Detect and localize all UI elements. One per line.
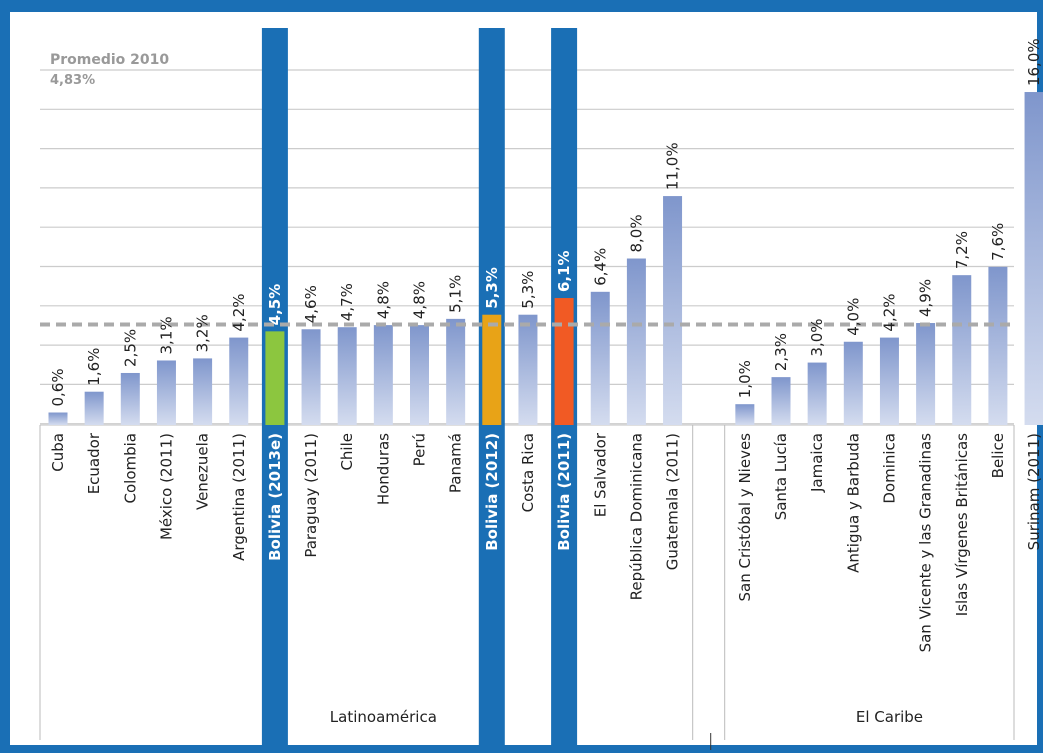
value-label: 11,0% <box>664 142 682 190</box>
value-label: 5,3% <box>483 267 501 309</box>
category-label: Bolivia (2012) <box>483 433 501 551</box>
category-label: San Vicente y las Granadinas <box>917 433 935 653</box>
category-label: Panamá <box>447 433 465 493</box>
value-label: 3,2% <box>194 314 212 352</box>
category-label: Surinam (2011) <box>1025 433 1043 550</box>
bar <box>626 258 646 425</box>
bar <box>590 291 610 425</box>
category-label: Venezuela <box>194 433 212 510</box>
value-label: 6,4% <box>591 248 609 286</box>
bar <box>554 298 574 425</box>
bar <box>916 323 936 425</box>
value-label: 1,6% <box>85 348 103 386</box>
value-label: 6,1% <box>555 250 573 292</box>
bar <box>735 404 755 425</box>
value-label: 3,0% <box>808 318 826 356</box>
bar <box>1024 92 1043 425</box>
bar <box>265 331 285 425</box>
bar <box>843 341 863 425</box>
value-label: 8,0% <box>627 214 645 252</box>
bar <box>771 377 791 425</box>
category-label: República Dominicana <box>627 433 645 600</box>
category-label: Dominica <box>880 433 898 504</box>
category-label: El Salvador <box>591 432 609 517</box>
category-label: San Cristóbal y Nieves <box>736 433 754 602</box>
value-label: 2,3% <box>772 333 790 371</box>
value-label: 5,3% <box>519 271 537 309</box>
value-label: 1,0% <box>736 360 754 398</box>
category-label: Ecuador <box>85 432 103 494</box>
category-label: Paraguay (2011) <box>302 433 320 558</box>
category-label: Costa Rica <box>519 433 537 512</box>
value-label: 4,2% <box>230 293 248 331</box>
value-label: 7,6% <box>989 223 1007 261</box>
value-label: 4,6% <box>302 285 320 323</box>
bar <box>482 314 502 425</box>
category-label: Argentina (2011) <box>230 433 248 561</box>
value-label: 0,6% <box>49 368 67 406</box>
category-label: Perú <box>411 433 429 466</box>
bar <box>518 314 538 425</box>
value-label: 4,7% <box>338 283 356 321</box>
reference-label: Promedio 2010 <box>50 52 169 68</box>
category-label: Cuba <box>49 433 67 472</box>
value-label: 7,2% <box>953 231 971 269</box>
value-label: 3,1% <box>157 316 175 354</box>
value-label: 4,8% <box>411 281 429 319</box>
category-label: Belice <box>989 433 1007 478</box>
bar <box>84 391 104 425</box>
value-label: 5,1% <box>447 275 465 313</box>
category-label: Jamaica <box>808 433 826 493</box>
value-label: 2,5% <box>121 329 139 367</box>
bar <box>301 329 321 425</box>
value-label: 4,8% <box>374 281 392 319</box>
value-label: 4,0% <box>844 298 862 336</box>
value-label: 4,2% <box>880 293 898 331</box>
bar <box>807 362 827 425</box>
category-label: Guatemala (2011) <box>664 433 682 570</box>
category-label: Chile <box>338 433 356 471</box>
bar <box>879 337 899 425</box>
group-label: El Caribe <box>856 708 923 726</box>
bar <box>229 337 249 425</box>
category-label: Antigua y Barbuda <box>844 433 862 573</box>
bar <box>446 318 466 425</box>
value-label: 4,9% <box>917 279 935 317</box>
reference-value: 4,83% <box>50 73 95 88</box>
bar <box>120 372 140 425</box>
category-label: Honduras <box>374 433 392 505</box>
category-label: Islas Vírgenes Británicas <box>953 433 971 616</box>
category-label: Bolivia (2013e) <box>266 433 284 561</box>
value-label: 4,5% <box>266 284 284 326</box>
bar <box>156 360 176 425</box>
bar <box>48 412 68 425</box>
group-label: Latinoamérica <box>330 708 437 726</box>
bar <box>193 358 213 425</box>
value-label: 16,0% <box>1025 38 1043 86</box>
category-label: Bolivia (2011) <box>555 433 573 551</box>
category-label: Colombia <box>121 433 139 504</box>
category-label: Santa Lucía <box>772 433 790 520</box>
bar <box>410 325 429 425</box>
bar <box>373 325 393 425</box>
bar <box>663 196 683 425</box>
bar <box>337 327 357 425</box>
bar <box>952 275 972 425</box>
category-label: México (2011) <box>157 433 175 540</box>
bar <box>988 266 1008 425</box>
